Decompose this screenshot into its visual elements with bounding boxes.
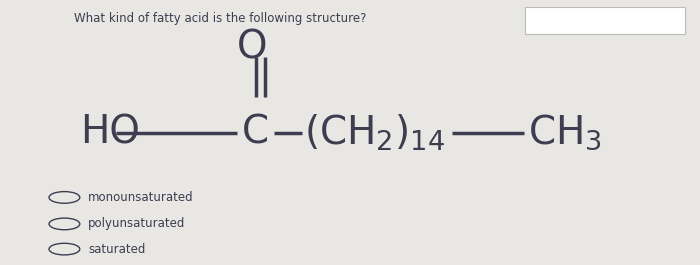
Text: O: O	[237, 29, 267, 67]
Text: C: C	[242, 113, 269, 152]
Text: $\mathregular{CH_3}$: $\mathregular{CH_3}$	[528, 113, 603, 152]
Bar	[525, 7, 685, 34]
Text: saturated: saturated	[88, 242, 146, 256]
Text: polyunsaturated: polyunsaturated	[88, 217, 186, 231]
Text: HO: HO	[80, 113, 141, 152]
Text: What kind of fatty acid is the following structure?: What kind of fatty acid is the following…	[74, 12, 366, 25]
Text: monounsaturated: monounsaturated	[88, 191, 194, 204]
Text: $\mathregular{(CH_2)_{14}}$: $\mathregular{(CH_2)_{14}}$	[304, 112, 445, 153]
